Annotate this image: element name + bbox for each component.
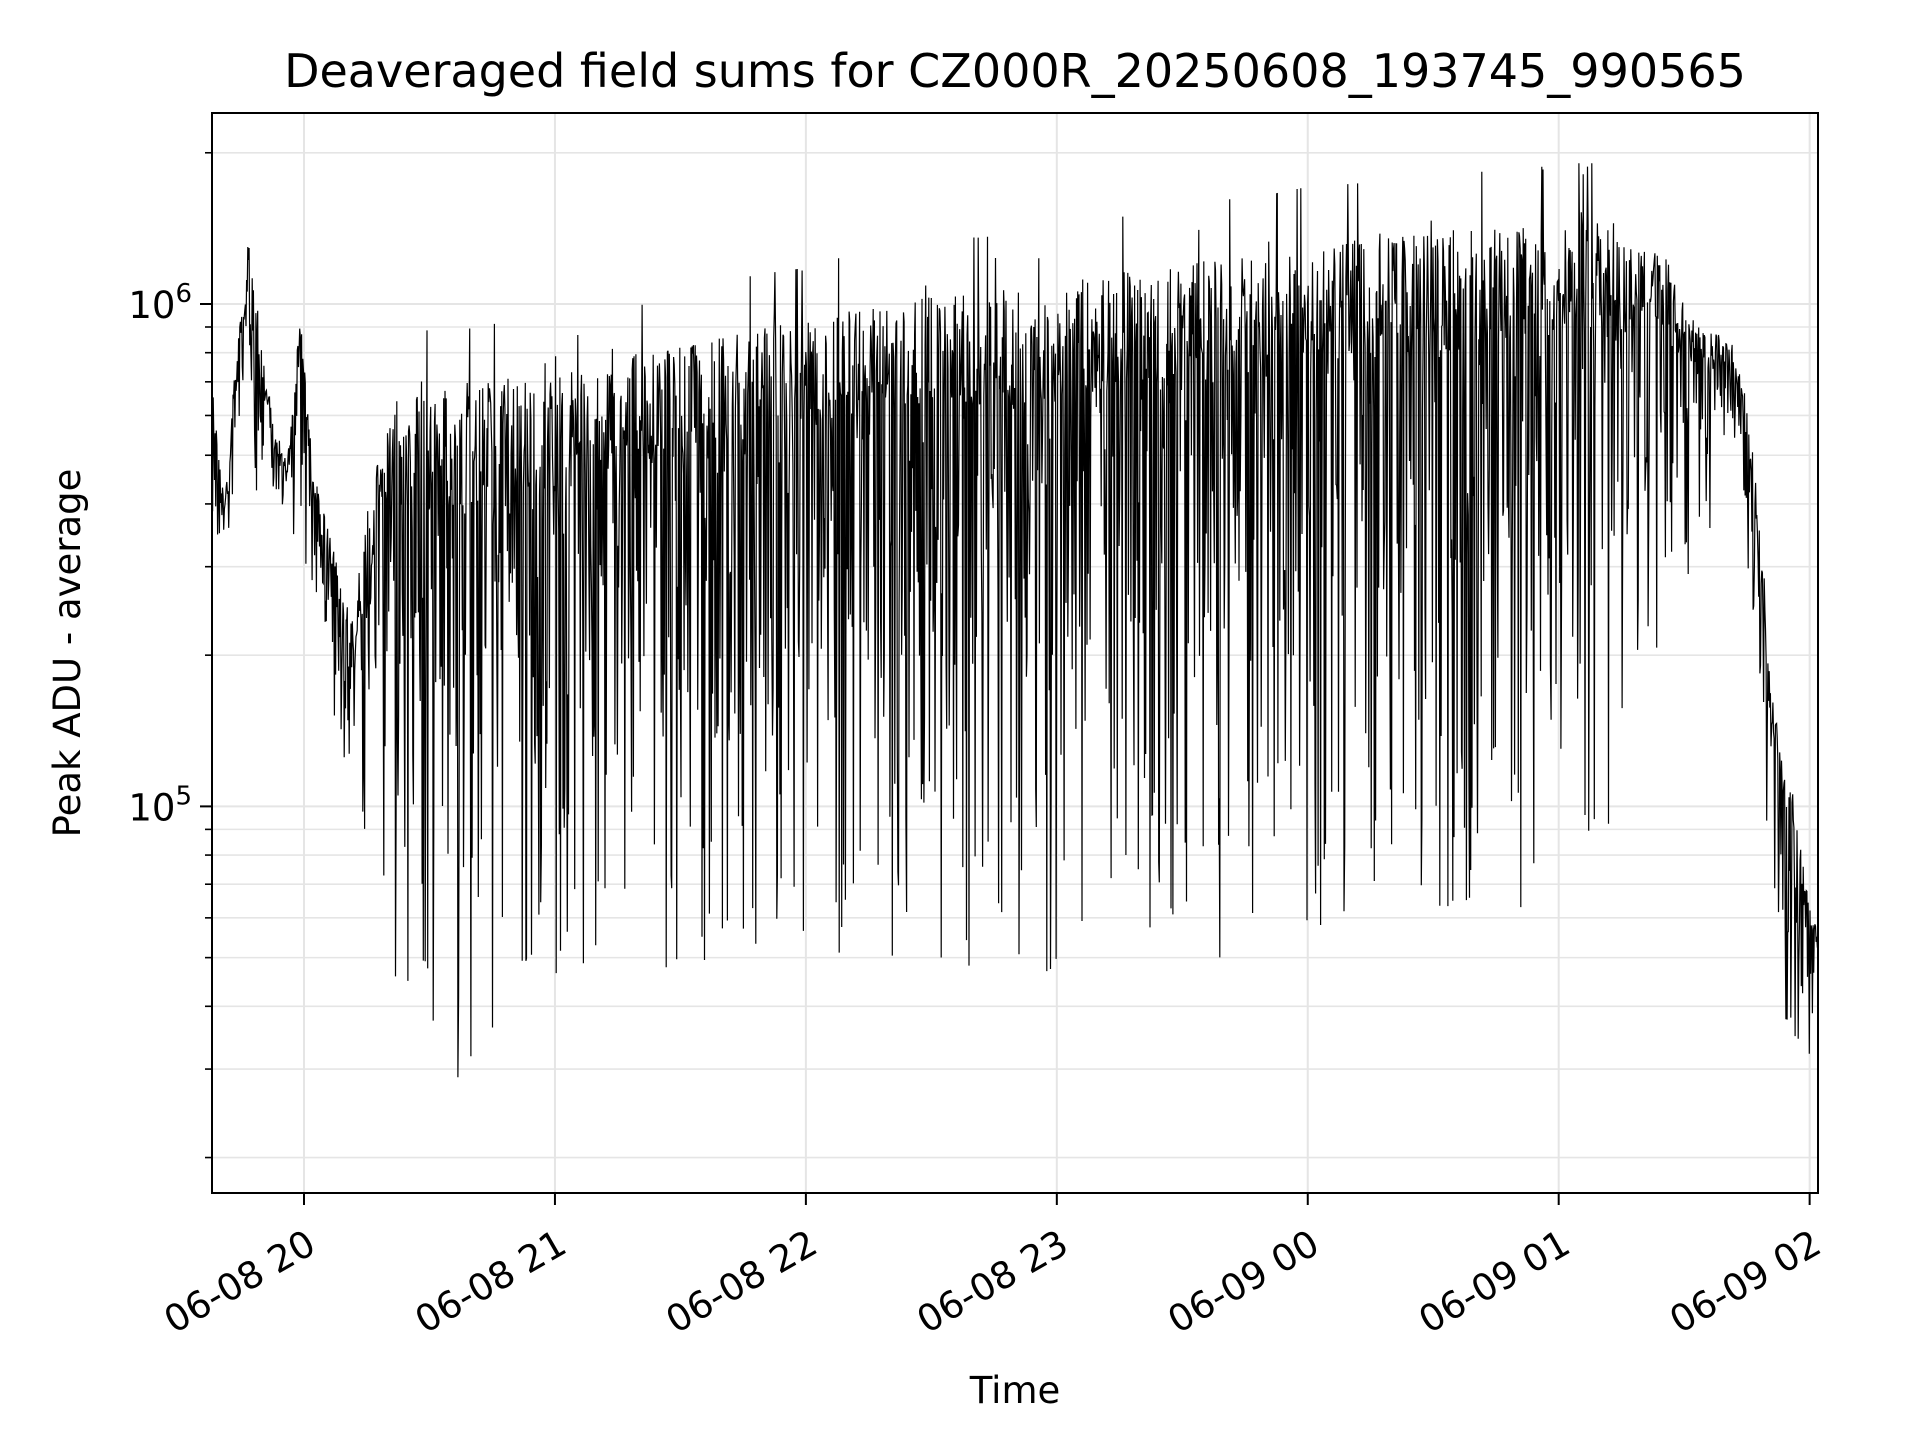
y-tick-exponent: 6 bbox=[175, 279, 192, 309]
plot-frame bbox=[211, 112, 1819, 1194]
x-axis-label: Time bbox=[969, 1369, 1061, 1412]
y-axis-label: Peak ADU - average bbox=[46, 469, 89, 838]
y-tick-label: 106 bbox=[128, 279, 192, 327]
y-tick-label: 105 bbox=[128, 781, 192, 829]
chart-title: Deaveraged field sums for CZ000R_2025060… bbox=[284, 44, 1746, 98]
series-line bbox=[212, 163, 1818, 1078]
y-tick-exponent: 5 bbox=[175, 781, 192, 811]
y-tick-base: 10 bbox=[128, 786, 175, 829]
series-layer bbox=[212, 163, 1818, 1078]
y-tick-base: 10 bbox=[128, 284, 175, 327]
